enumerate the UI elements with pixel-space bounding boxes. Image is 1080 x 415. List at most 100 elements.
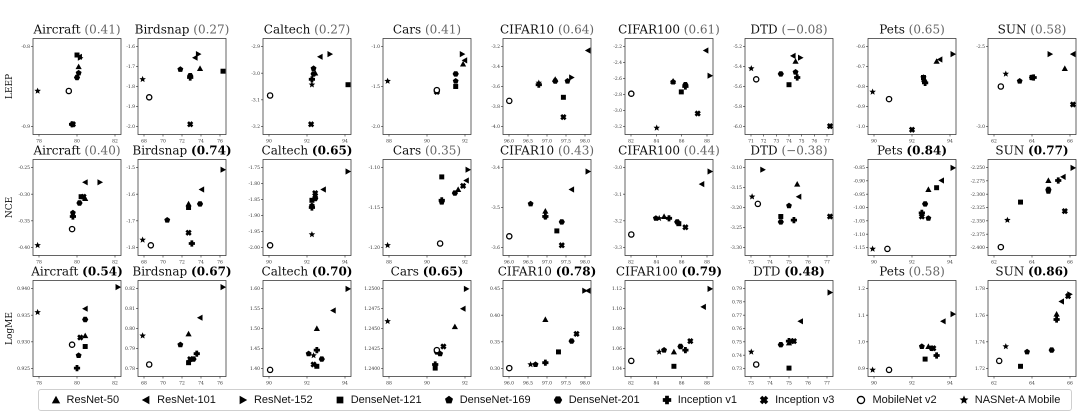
x-tick-label: 92 xyxy=(304,381,310,387)
y-tick-label: 0.82 xyxy=(125,286,135,292)
point-densenet-201 xyxy=(677,343,684,350)
point-mobilenet-v2 xyxy=(505,97,513,105)
panel-aircraft-nce: Aircraft (0.40) 78 80 82 -0.25 -0.30 -0.35 -0.4… xyxy=(18,144,122,266)
point-mobilenet-v2 xyxy=(145,361,153,368)
panel-frame xyxy=(262,159,352,256)
x-tick-label: 97.0 xyxy=(542,139,552,145)
y-tick-label: -3.4 xyxy=(491,64,500,70)
x-tick-label: 90 xyxy=(871,381,877,387)
point-resnet-50 xyxy=(542,316,549,322)
point-resnet-50 xyxy=(933,58,940,64)
x-tick-label: 72 xyxy=(179,381,185,387)
panel-score: (−0.38) xyxy=(781,144,827,158)
triangle-right-icon xyxy=(239,395,248,405)
point-densenet-201 xyxy=(1048,347,1055,353)
y-tick-label: 0.40 xyxy=(490,313,500,319)
y-tick-label: -0.9 xyxy=(21,124,30,130)
panel-dataset-name: Aircraft xyxy=(32,23,84,37)
panel-title: CIFAR100 (0.44) xyxy=(618,144,720,158)
panel-frame xyxy=(262,280,352,377)
point-nasnet-a-mobile xyxy=(535,79,542,86)
point-inception-v3 xyxy=(930,345,937,352)
x-tick-label: 64 xyxy=(1029,381,1035,387)
panel-title: Birdsnap (0.67) xyxy=(132,265,231,279)
point-resnet-50 xyxy=(82,332,89,339)
x-tick-label: 82 xyxy=(112,139,118,145)
pentagon-icon xyxy=(444,395,453,404)
point-densenet-121 xyxy=(934,185,940,191)
x-tick-label: 98.0 xyxy=(580,260,590,266)
y-tick-label: -3.2 xyxy=(613,218,622,224)
x-tick-label: 82 xyxy=(628,381,634,387)
point-resnet-101 xyxy=(795,193,802,200)
point-nasnet-a-mobile xyxy=(748,348,755,355)
point-densenet-121 xyxy=(1018,363,1023,369)
hexagon-icon xyxy=(553,396,562,404)
panel-title: CIFAR10 (0.43) xyxy=(500,144,594,158)
point-resnet-101 xyxy=(1060,173,1066,180)
point-densenet-201 xyxy=(318,356,325,362)
panel-dataset-name: Caltech xyxy=(262,265,312,279)
row-label: LogME xyxy=(5,312,15,345)
point-inception-v3 xyxy=(826,213,834,220)
x-tick-label: 96.0 xyxy=(504,260,514,266)
star-icon xyxy=(959,395,969,404)
x-tick-label: 72 xyxy=(179,139,185,145)
point-resnet-152 xyxy=(1047,51,1054,58)
legend-label: DenseNet-169 xyxy=(459,394,531,406)
panel-cifar10-leep: CIFAR10 (0.64) 96.0 96.5 97.0 97.5 98.0 -3.2 -3… xyxy=(491,23,594,145)
y-tick-label: -4.0 xyxy=(491,124,500,130)
point-inception-v3 xyxy=(790,337,798,345)
x-tick-label: 82 xyxy=(112,260,118,266)
y-tick-label: -1.20 xyxy=(368,245,380,251)
point-inception-v3 xyxy=(908,126,916,133)
point-inception-v3 xyxy=(310,361,317,368)
point-resnet-152 xyxy=(220,166,227,173)
point-resnet-50 xyxy=(670,348,678,355)
y-tick-label: -0.7 xyxy=(856,64,865,70)
point-densenet-169 xyxy=(75,352,82,358)
point-densenet-169 xyxy=(1016,78,1023,84)
point-densenet-121 xyxy=(556,349,561,355)
point-densenet-121 xyxy=(786,82,792,88)
point-densenet-121 xyxy=(560,94,566,100)
point-densenet-201 xyxy=(196,201,204,207)
y-tick-label: -2.250 xyxy=(971,165,986,171)
y-tick-label: 1.55 xyxy=(250,306,260,312)
circle-open-icon xyxy=(857,395,866,405)
panel-score: (0.44) xyxy=(684,144,720,158)
point-densenet-169 xyxy=(661,347,667,353)
panel-title: SUN (0.58) xyxy=(998,23,1067,37)
point-inception-v3 xyxy=(1069,101,1077,108)
point-densenet-169 xyxy=(305,350,312,357)
x-tick-label: 96.5 xyxy=(523,381,533,387)
x-tick-label: 94 xyxy=(342,260,348,266)
point-inception-v3 xyxy=(69,121,77,128)
panel-title: Pets (0.84) xyxy=(877,144,947,158)
panel-cars-leep: Cars (0.41) 88 90 92 -1.0 -1.5 -2.0 xyxy=(371,23,472,145)
point-densenet-121 xyxy=(439,174,445,180)
panel-title: DTD (0.48) xyxy=(753,265,825,279)
panel-score: (0.65) xyxy=(423,265,464,279)
point-resnet-152 xyxy=(327,51,334,58)
y-tick-label: 1.06 xyxy=(612,346,622,352)
point-densenet-169 xyxy=(452,78,459,84)
point-resnet-101 xyxy=(584,47,591,54)
y-tick-label: 1.10 xyxy=(612,306,622,312)
panel-dataset-name: Pets xyxy=(879,265,908,279)
point-resnet-50 xyxy=(451,323,458,330)
x-tick-label: 92 xyxy=(304,139,310,145)
y-tick-label: 1.2 xyxy=(858,286,865,292)
point-densenet-201 xyxy=(558,219,565,225)
point-inception-v1 xyxy=(188,240,195,247)
panel-title: CIFAR10 (0.64) xyxy=(500,23,594,37)
x-tick-label: 97.0 xyxy=(542,381,552,387)
x-tick-label: 73 xyxy=(748,381,754,387)
y-tick-label: -0.8 xyxy=(21,44,30,50)
point-densenet-169 xyxy=(1024,348,1030,355)
point-resnet-101 xyxy=(790,52,796,59)
point-inception-v1 xyxy=(1030,74,1037,81)
legend-item: DenseNet-121 xyxy=(334,394,422,406)
point-nasnet-a-mobile xyxy=(384,241,391,249)
panel-frame xyxy=(867,280,957,377)
